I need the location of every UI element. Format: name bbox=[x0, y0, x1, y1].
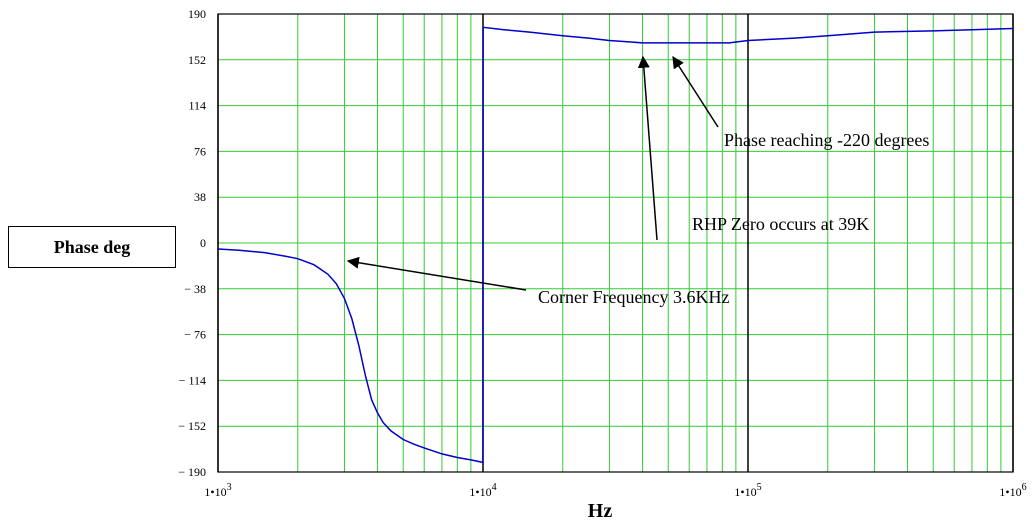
x-tick-label: 1•106 bbox=[999, 482, 1026, 499]
x-tick-label: 1•103 bbox=[204, 482, 231, 499]
y-tick-label: − 114 bbox=[179, 373, 206, 387]
grid bbox=[218, 13, 1013, 473]
x-axis-label: Hz bbox=[587, 500, 613, 522]
series-layer bbox=[217, 26, 1014, 464]
annotation-corner-frequency: Corner Frequency 3.6KHz bbox=[538, 287, 730, 307]
annotation-phase-220: Phase reaching -220 degrees bbox=[724, 130, 930, 150]
y-tick-label: 0 bbox=[200, 236, 206, 250]
annotation-arrow bbox=[346, 256, 527, 291]
annotation-arrow bbox=[637, 55, 658, 241]
y-tick-label: − 152 bbox=[178, 419, 206, 433]
annotation-arrows bbox=[346, 55, 719, 291]
phase-series-line bbox=[217, 26, 1014, 464]
x-tick-label: 1•105 bbox=[734, 482, 761, 499]
y-tick-label: 190 bbox=[188, 7, 206, 21]
y-tick-label: − 76 bbox=[184, 328, 206, 342]
y-axis-label: Phase deg bbox=[8, 226, 176, 268]
y-tick-label: 114 bbox=[188, 99, 206, 113]
axes: 190 152 114 76 38 0 − 38 − 76 − 114 − 152 − 190 1•1… bbox=[178, 7, 1026, 499]
y-tick-label: − 190 bbox=[178, 465, 206, 479]
plot-frame bbox=[217, 13, 1014, 473]
y-tick-label: 152 bbox=[188, 53, 206, 67]
annotation-arrow bbox=[672, 55, 719, 128]
y-tick-label: 38 bbox=[194, 190, 206, 204]
x-tick-label: 1•104 bbox=[469, 482, 496, 499]
y-tick-label: − 38 bbox=[184, 282, 206, 296]
y-tick-label: 76 bbox=[194, 144, 206, 158]
annotation-rhp-zero: RHP Zero occurs at 39K bbox=[692, 214, 870, 234]
